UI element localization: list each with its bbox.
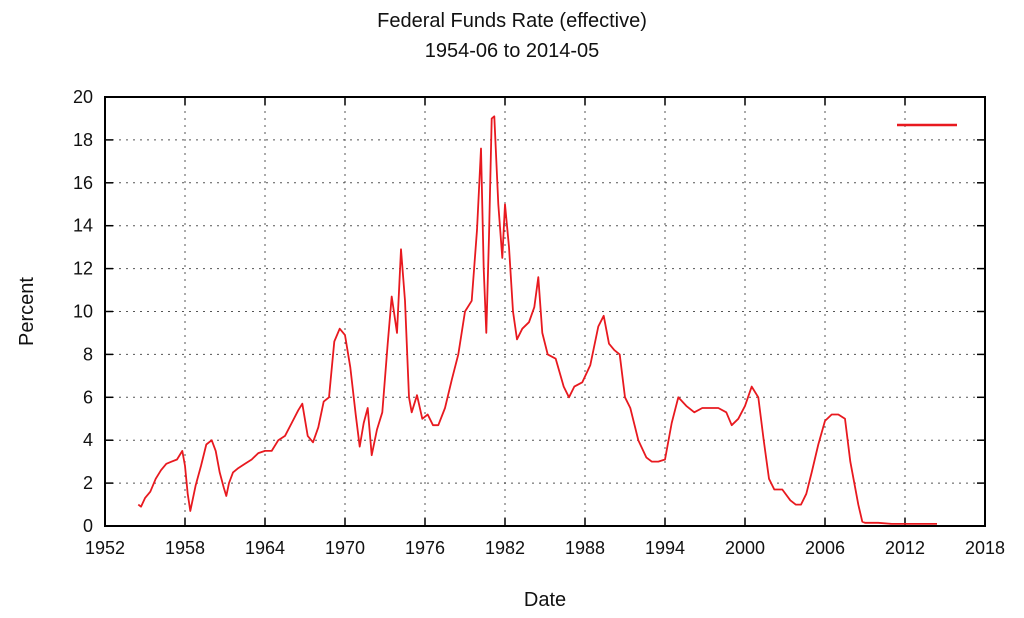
series-line	[137, 115, 937, 525]
x-tick-label: 2006	[805, 538, 845, 558]
x-axis-label: Date	[524, 589, 566, 611]
y-tick-label: 20	[73, 87, 93, 107]
chart-title: Federal Funds Rate (effective)	[377, 10, 647, 32]
x-tick-label: 1952	[85, 538, 125, 558]
tick-marks	[104, 96, 986, 527]
x-tick-label: 2000	[725, 538, 765, 558]
y-tick-label: 14	[73, 216, 93, 236]
y-tick-label: 12	[73, 259, 93, 279]
x-tick-label: 1970	[325, 538, 365, 558]
y-tick-label: 18	[73, 130, 93, 150]
x-tick-label: 1994	[645, 538, 685, 558]
plot-frame	[104, 96, 986, 527]
y-tick-label: 6	[83, 387, 93, 407]
x-tick-label: 2012	[885, 538, 925, 558]
grid-lines	[105, 97, 985, 526]
x-tick-labels: 1952 1958 1964 1970 1976 1982 1988 1994 2000 2006…	[85, 538, 1005, 558]
y-axis-label: Percent	[16, 277, 38, 346]
x-tick-label: 1964	[245, 538, 285, 558]
x-tick-label: 1982	[485, 538, 525, 558]
y-tick-label: 4	[83, 430, 93, 450]
x-tick-label: 1988	[565, 538, 605, 558]
y-tick-labels: 0 2 4 6 8 10 12 14 16 18 20	[73, 87, 93, 536]
x-tick-label: 2018	[965, 538, 1005, 558]
y-tick-label: 2	[83, 473, 93, 493]
y-tick-label: 16	[73, 173, 93, 193]
y-tick-label: 10	[73, 302, 93, 322]
y-tick-label: 0	[83, 516, 93, 536]
x-tick-label: 1958	[165, 538, 205, 558]
y-tick-label: 8	[83, 344, 93, 364]
chart-subtitle: 1954-06 to 2014-05	[424, 40, 600, 62]
x-tick-label: 1976	[405, 538, 445, 558]
